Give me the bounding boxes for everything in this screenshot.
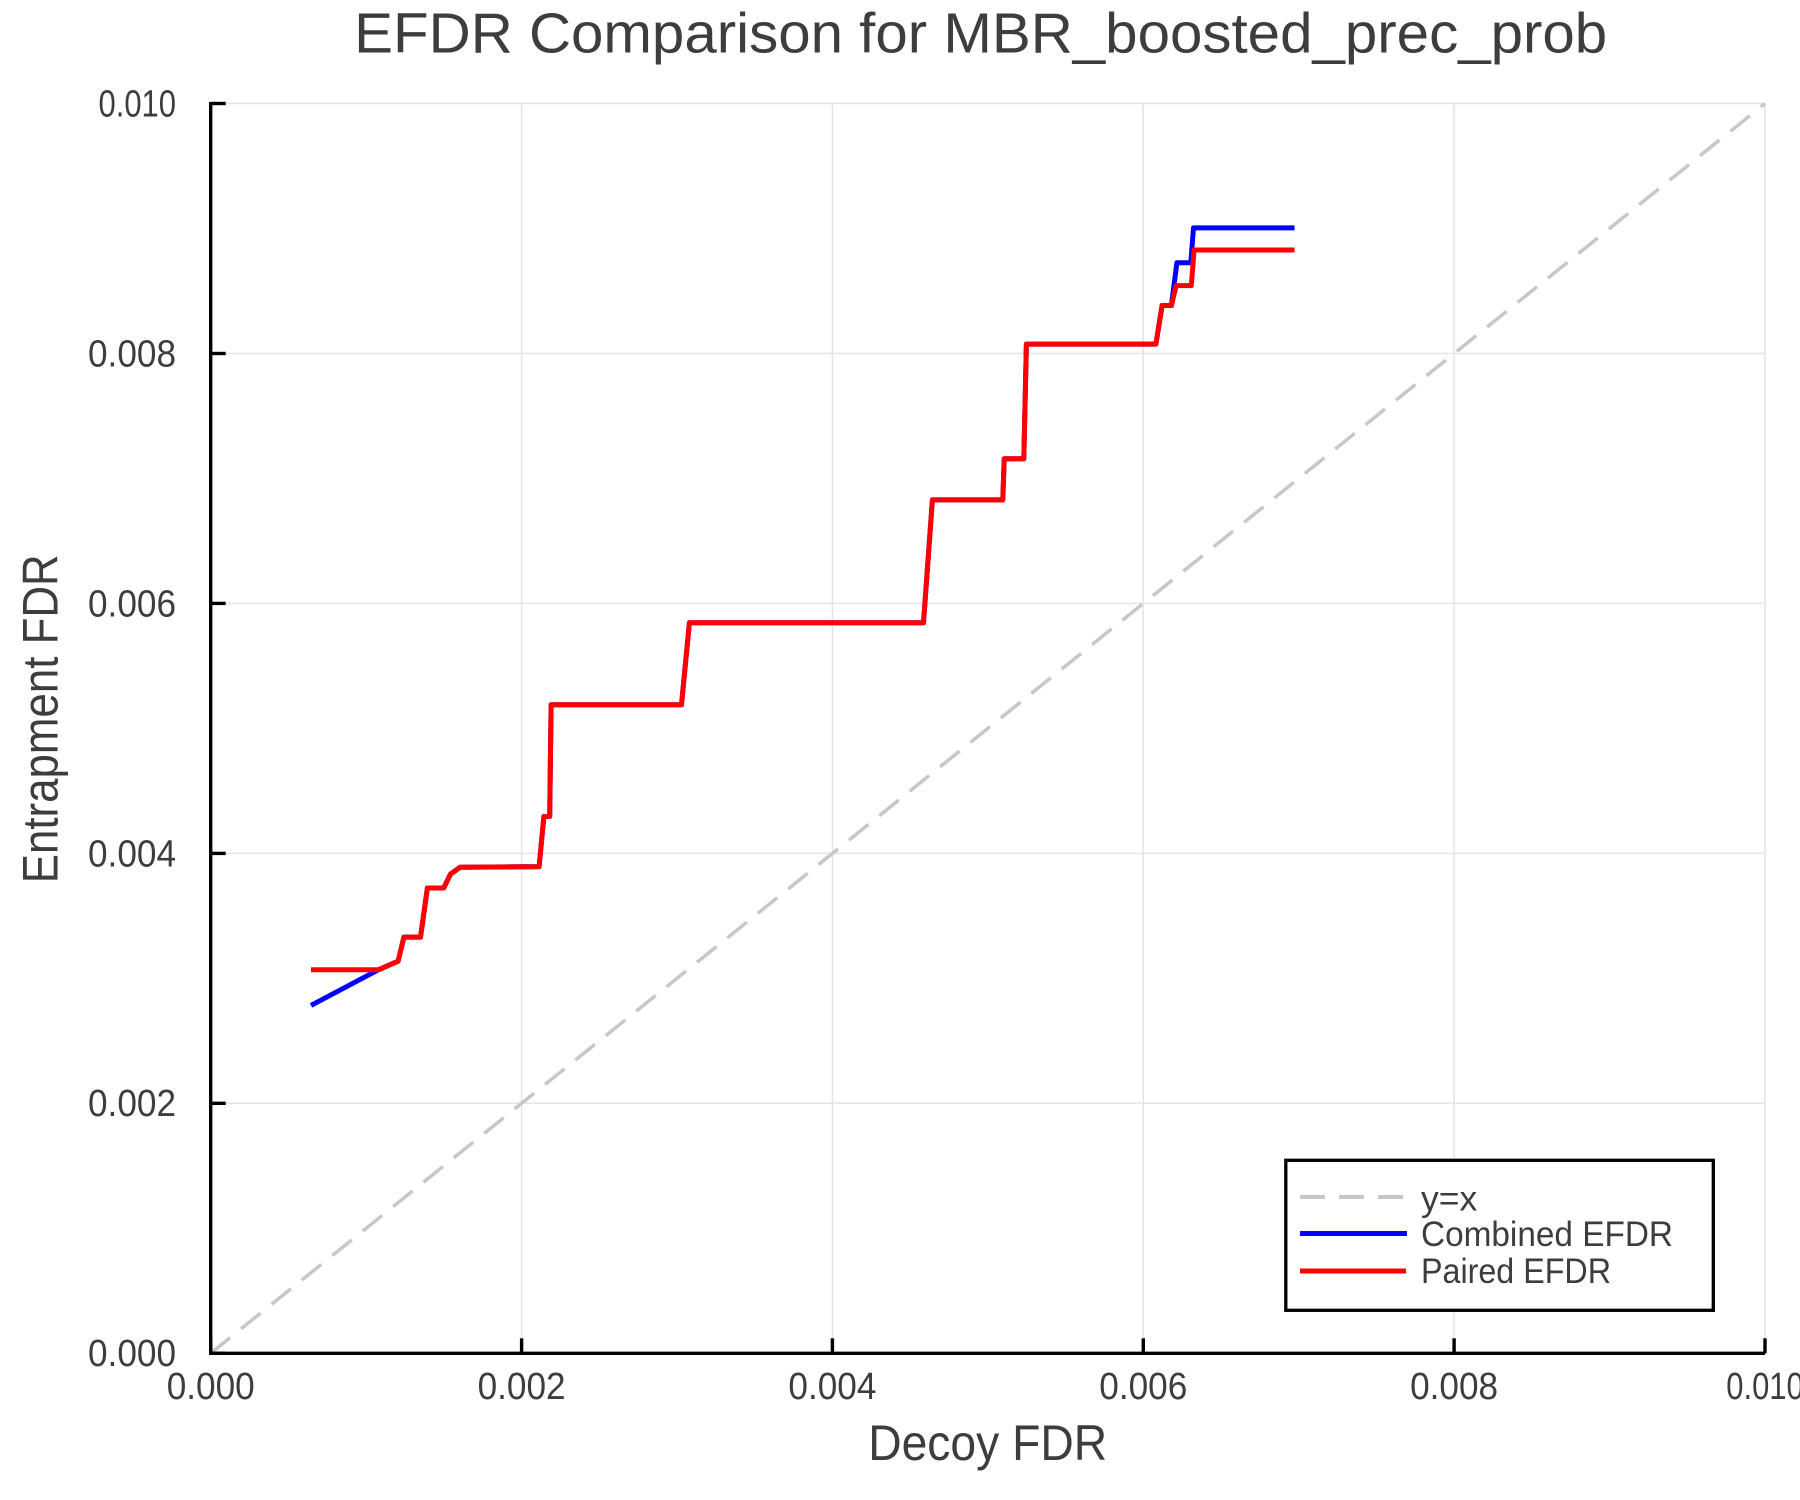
svg-text:0.000: 0.000 <box>88 1333 176 1375</box>
svg-text:0.010: 0.010 <box>1726 1366 1800 1408</box>
svg-text:0.008: 0.008 <box>1410 1366 1498 1408</box>
svg-text:0.004: 0.004 <box>788 1366 876 1408</box>
svg-text:Entrapment FDR: Entrapment FDR <box>12 554 68 883</box>
svg-text:0.006: 0.006 <box>88 583 176 625</box>
svg-text:Paired EFDR: Paired EFDR <box>1421 1251 1611 1291</box>
svg-text:Combined EFDR: Combined EFDR <box>1421 1214 1673 1254</box>
svg-text:y=x: y=x <box>1421 1179 1477 1219</box>
svg-text:0.000: 0.000 <box>167 1366 255 1408</box>
svg-text:EFDR Comparison for MBR_booste: EFDR Comparison for MBR_boosted_prec_pro… <box>354 2 1607 66</box>
svg-text:0.002: 0.002 <box>88 1083 176 1125</box>
svg-text:0.008: 0.008 <box>88 333 176 375</box>
svg-text:0.004: 0.004 <box>88 833 176 875</box>
svg-text:0.006: 0.006 <box>1099 1366 1187 1408</box>
svg-text:Decoy FDR: Decoy FDR <box>868 1415 1107 1471</box>
svg-text:0.002: 0.002 <box>478 1366 566 1408</box>
svg-text:0.010: 0.010 <box>99 83 177 125</box>
